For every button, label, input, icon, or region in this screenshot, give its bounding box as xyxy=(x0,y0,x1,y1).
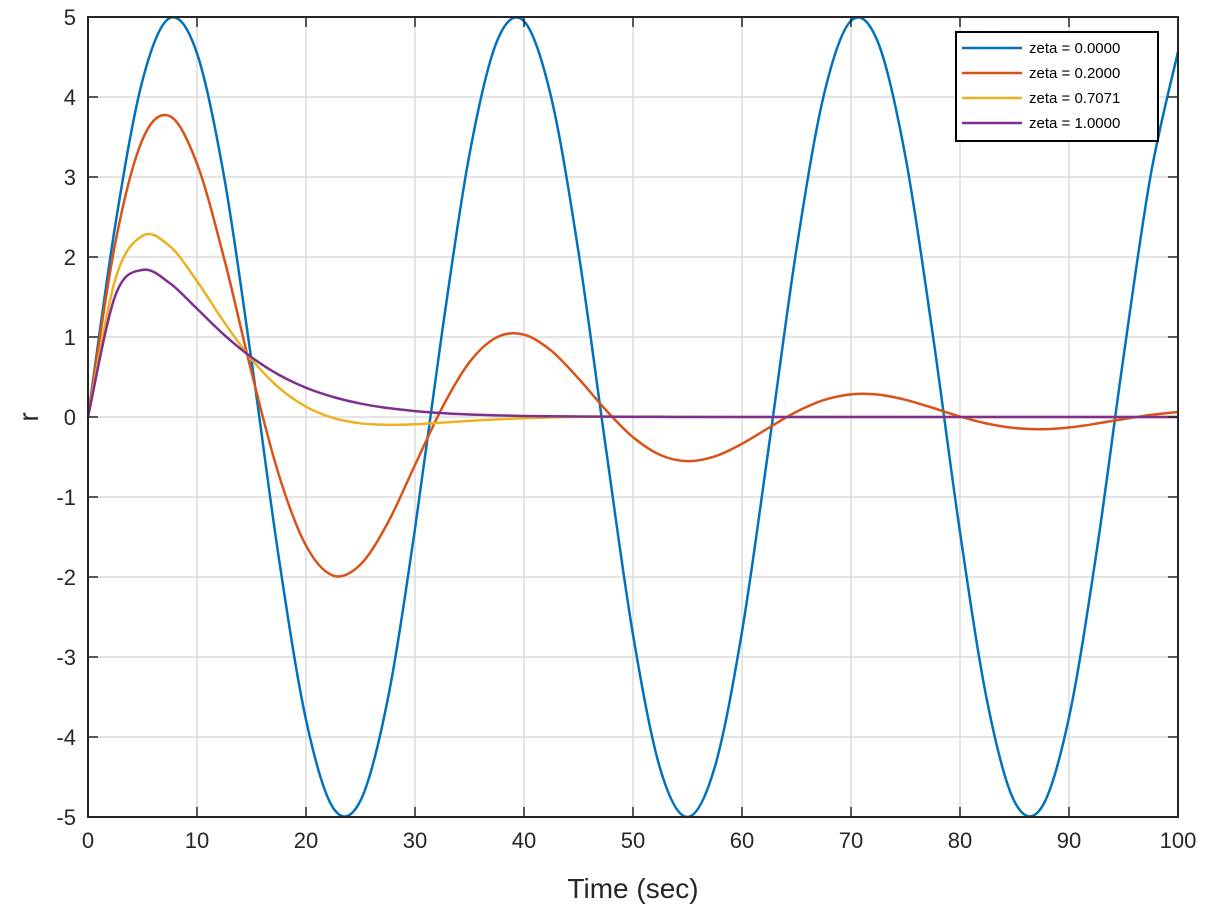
series-lines xyxy=(86,15,1180,819)
legend-entry: zeta = 0.7071 xyxy=(1029,90,1120,107)
x-tick-label: 70 xyxy=(839,828,863,853)
y-axis-label: r xyxy=(13,412,44,421)
y-tick-label: -4 xyxy=(56,725,76,750)
legend: zeta = 0.0000 zeta = 0.2000 zeta = 0.7071 z… xyxy=(955,31,1159,142)
series-line-1 xyxy=(86,113,1179,578)
x-tick-label: 90 xyxy=(1057,828,1081,853)
ticks: 0 10 20 30 40 50 60 70 80 90 100 -5 -4 -3 -2 -1 0 1 2 3 4 5 xyxy=(56,5,1196,853)
series-line-0 xyxy=(86,15,1180,819)
x-tick-label: 50 xyxy=(621,828,645,853)
legend-entry: zeta = 0.2000 xyxy=(1029,65,1120,82)
x-tick-label: 0 xyxy=(82,828,94,853)
legend-entry: zeta = 0.0000 xyxy=(1029,40,1120,57)
x-tick-label: 20 xyxy=(294,828,318,853)
x-tick-label: 10 xyxy=(185,828,209,853)
x-tick-label: 30 xyxy=(403,828,427,853)
x-axis-label: Time (sec) xyxy=(567,873,698,904)
y-tick-label: -2 xyxy=(56,565,76,590)
x-tick-label: 60 xyxy=(730,828,754,853)
y-tick-label: 0 xyxy=(64,405,76,430)
y-tick-label: 4 xyxy=(64,85,76,110)
x-tick-label: 80 xyxy=(948,828,972,853)
y-tick-label: 1 xyxy=(64,325,76,350)
y-tick-label: -1 xyxy=(56,485,76,510)
y-tick-label: 2 xyxy=(64,245,76,270)
legend-entry: zeta = 1.0000 xyxy=(1029,115,1120,132)
x-tick-label: 40 xyxy=(512,828,536,853)
x-tick-label: 100 xyxy=(1160,828,1197,853)
y-tick-label: 3 xyxy=(64,165,76,190)
y-tick-label: -3 xyxy=(56,645,76,670)
series-line-3 xyxy=(86,268,1178,419)
y-tick-label: -5 xyxy=(56,805,76,830)
y-tick-label: 5 xyxy=(64,5,76,30)
